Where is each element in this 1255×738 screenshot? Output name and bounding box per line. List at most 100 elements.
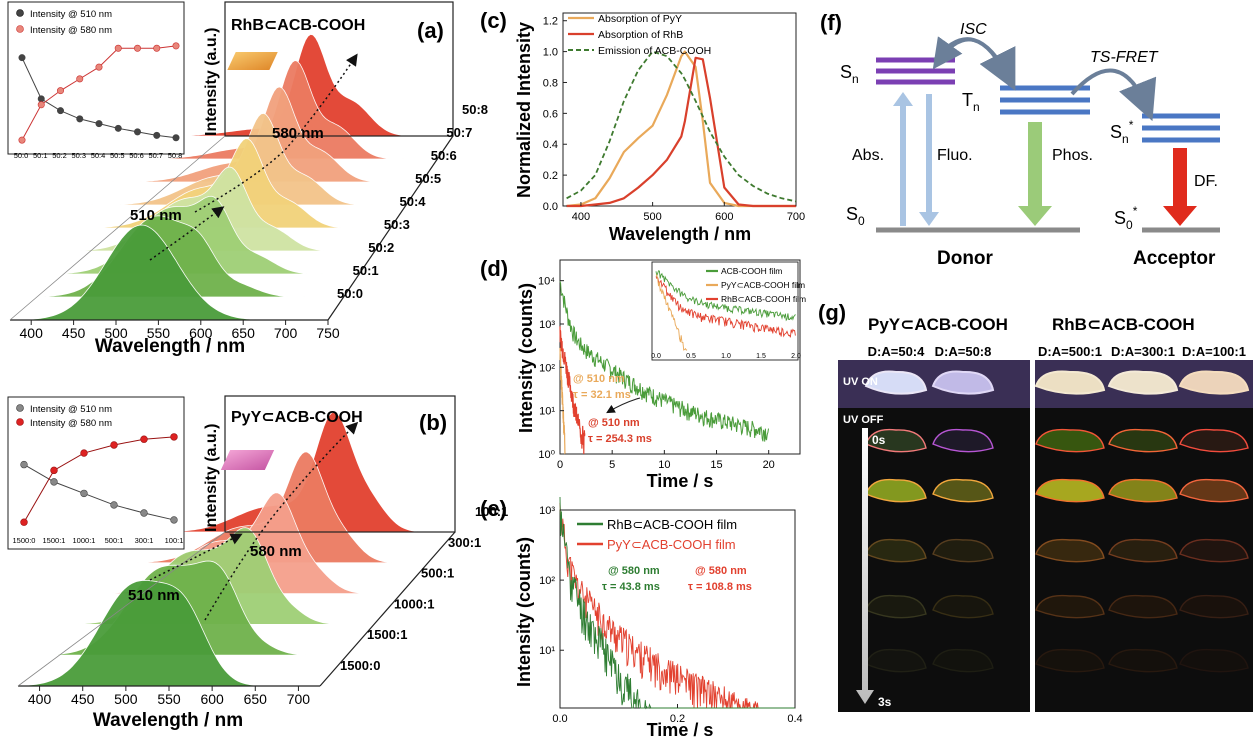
panel-b-inset-legend-580: Intensity @ 580 nm xyxy=(30,418,112,429)
film-photo xyxy=(1035,478,1105,503)
pyy-film-tile xyxy=(220,450,275,470)
inset-x-tick-label: 0.5 xyxy=(686,353,696,360)
film-photo xyxy=(865,428,927,453)
panel-b-xlabel: Wavelength / nm xyxy=(93,710,243,731)
panel-d-ann-pyy-wl: @ 510 nm xyxy=(573,373,625,385)
panel-b-waterfall xyxy=(17,411,455,687)
panel-g-film-photos xyxy=(864,370,1250,673)
inset-decay-rhb xyxy=(655,276,796,338)
panel-c-plot-frame xyxy=(562,12,797,207)
ratio-label: 100:1 xyxy=(475,504,508,519)
inset-a-point xyxy=(37,95,45,103)
column-header: D:A=50:4 xyxy=(868,344,925,359)
panel-d-xlabel: Time / s xyxy=(647,471,714,491)
inset-legend-pyy: PyY⊂ACB-COOH film xyxy=(721,280,805,290)
ratio-label: 1500:0 xyxy=(340,658,380,673)
panel-a-back-frame xyxy=(224,1,454,137)
inset-a-xtick: 50:1 xyxy=(33,151,48,160)
film-photo xyxy=(932,594,994,619)
panel-d-ann-pyy-tau: τ = 32.1 ms xyxy=(573,389,631,401)
inset-b-point xyxy=(140,509,148,517)
y-tick-label: 10² xyxy=(539,362,555,374)
inset-a-point xyxy=(18,136,26,144)
panel-b-x-ticks: 400 450 500 550 600 650 700 xyxy=(28,686,310,707)
film-photo xyxy=(1035,594,1105,619)
film-photo xyxy=(1035,538,1105,563)
label-phos: Phos. xyxy=(1052,147,1093,164)
film-photo xyxy=(1179,478,1249,503)
x-tick-label: 550 xyxy=(157,691,181,707)
level-sn-star: Sn* xyxy=(1110,118,1134,146)
film-photo xyxy=(864,370,928,395)
inset-a-point xyxy=(172,42,180,50)
panel-c-ylabel: Normalized Intensity xyxy=(514,22,534,198)
x-tick-label: 600 xyxy=(189,325,213,341)
panel-g-column-headers: D:A=50:4 D:A=50:8 D:A=500:1 D:A=300:1 D:A=10… xyxy=(868,344,1246,359)
decay-pyy-e xyxy=(559,502,795,709)
film-photo xyxy=(1179,538,1249,563)
film-photo xyxy=(1179,648,1249,673)
panel-d-ann-arrow xyxy=(606,397,641,414)
film-photo xyxy=(865,538,927,563)
x-tick-label: 0.0 xyxy=(552,713,567,725)
label-df: DF. xyxy=(1194,173,1218,190)
inset-b-xtick: 1500:1 xyxy=(43,536,66,545)
ratio-label: 50:8 xyxy=(462,102,488,117)
x-tick-label: 500 xyxy=(104,325,128,341)
inset-a-point xyxy=(95,63,103,71)
legend-marker-580 xyxy=(16,25,24,33)
film-photo xyxy=(1108,594,1178,619)
inset-a-point xyxy=(18,54,26,62)
label-abs: Abs. xyxy=(852,147,884,164)
x-tick-label: 0 xyxy=(557,459,563,471)
series-2 xyxy=(566,50,797,203)
x-tick-label: 400 xyxy=(28,691,52,707)
film-photo xyxy=(932,648,994,673)
inset-a-xtick: 50:2 xyxy=(52,151,67,160)
ratio-label: 50:3 xyxy=(384,217,410,232)
inset-a-point xyxy=(172,134,180,142)
panel-e-legend-pyy: PyY⊂ACB-COOH film xyxy=(607,537,736,552)
inset-decay-acb xyxy=(655,270,796,322)
label-fluo: Fluo. xyxy=(937,147,973,164)
ratio-label: 500:1 xyxy=(421,566,454,581)
panel-b-inset-frame xyxy=(7,396,185,550)
inset-b-line-1 xyxy=(23,436,175,523)
inset-x-tick-label: 1.5 xyxy=(756,353,766,360)
panel-b-title: PyY⊂ACB-COOH xyxy=(231,409,363,426)
inset-b-point xyxy=(50,466,58,475)
panel-b-trend-arrow-580 xyxy=(204,421,359,621)
panel-a-trend-arrow-510 xyxy=(149,206,225,261)
panel-a-depth-axis xyxy=(327,135,454,321)
level-sn: Sn xyxy=(840,62,859,86)
film-photo xyxy=(932,428,994,453)
acceptor-sn-levels xyxy=(1142,113,1220,143)
film-photo xyxy=(1034,370,1106,395)
panel-d: (d) 10⁰ 10¹ 10² 10³ 10⁴ 0 5 10 15 20 Intensity (c… xyxy=(480,256,806,491)
x-tick-label: 550 xyxy=(147,325,171,341)
x-tick-label: 700 xyxy=(287,691,311,707)
x-tick-label: 700 xyxy=(274,325,298,341)
sn-levels xyxy=(876,57,955,85)
y-tick-label: 1.0 xyxy=(543,47,558,59)
y-tick-label: 10² xyxy=(539,575,555,587)
decay-rhb xyxy=(559,326,586,455)
x-tick-label: 10 xyxy=(658,459,670,471)
fluo-arrow xyxy=(919,94,939,226)
ratio-label: 300:1 xyxy=(448,535,481,550)
label-acceptor: Acceptor xyxy=(1133,248,1216,269)
panel-b-floor-edge xyxy=(17,531,226,687)
inset-a-point xyxy=(114,124,122,132)
inset-decay-pyy xyxy=(655,274,688,351)
inset-a-xtick: 50:0 xyxy=(14,151,29,160)
film-photo xyxy=(1179,594,1249,619)
y-tick-label: 10³ xyxy=(539,319,555,331)
inset-a-point xyxy=(56,107,64,115)
y-tick-label: 10⁴ xyxy=(538,276,555,288)
x-tick-label: 600 xyxy=(200,691,224,707)
isc-back-arrow xyxy=(932,36,1010,81)
panel-c-xlabel: Wavelength / nm xyxy=(609,224,751,244)
inset-b-point xyxy=(170,433,178,441)
inset-a-xtick: 50:7 xyxy=(148,151,163,160)
